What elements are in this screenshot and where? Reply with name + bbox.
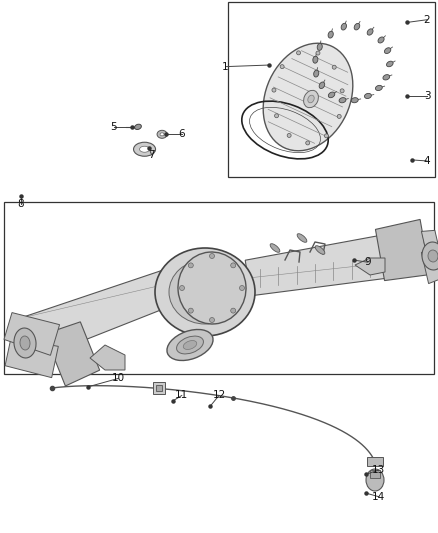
Ellipse shape	[308, 95, 314, 103]
Polygon shape	[90, 345, 125, 370]
Ellipse shape	[155, 248, 255, 336]
Ellipse shape	[134, 142, 155, 156]
Polygon shape	[22, 268, 181, 359]
Bar	[228, 2, 435, 177]
Ellipse shape	[280, 64, 284, 69]
Text: 8: 8	[18, 199, 25, 208]
Ellipse shape	[339, 98, 346, 103]
Ellipse shape	[332, 65, 336, 69]
Ellipse shape	[188, 308, 193, 313]
Ellipse shape	[134, 124, 141, 130]
Polygon shape	[355, 258, 385, 275]
Ellipse shape	[385, 48, 391, 53]
Text: 11: 11	[175, 391, 188, 400]
Ellipse shape	[337, 115, 341, 118]
Polygon shape	[421, 252, 438, 284]
Ellipse shape	[422, 242, 438, 270]
Ellipse shape	[304, 90, 318, 108]
Ellipse shape	[367, 29, 373, 35]
Text: 12: 12	[212, 391, 226, 400]
Polygon shape	[45, 322, 100, 386]
Ellipse shape	[183, 341, 197, 350]
Ellipse shape	[275, 114, 279, 118]
Ellipse shape	[313, 56, 318, 63]
Ellipse shape	[160, 133, 164, 136]
Ellipse shape	[188, 263, 193, 268]
Polygon shape	[4, 312, 60, 356]
Bar	[4, 202, 434, 374]
Ellipse shape	[316, 51, 320, 55]
Ellipse shape	[14, 328, 36, 358]
Ellipse shape	[354, 23, 360, 30]
Ellipse shape	[341, 23, 346, 30]
Text: 6: 6	[178, 130, 185, 139]
Ellipse shape	[375, 85, 382, 91]
Ellipse shape	[167, 329, 213, 360]
FancyBboxPatch shape	[367, 457, 383, 466]
Ellipse shape	[270, 244, 280, 252]
Ellipse shape	[317, 43, 322, 51]
Ellipse shape	[297, 233, 307, 243]
Ellipse shape	[209, 254, 215, 259]
Text: 2: 2	[424, 15, 431, 25]
Polygon shape	[5, 338, 58, 378]
Polygon shape	[375, 220, 430, 280]
Ellipse shape	[340, 89, 344, 93]
Ellipse shape	[272, 88, 276, 92]
Ellipse shape	[140, 146, 149, 152]
Ellipse shape	[428, 250, 438, 262]
Polygon shape	[421, 230, 438, 263]
Ellipse shape	[351, 98, 358, 103]
FancyBboxPatch shape	[370, 470, 380, 478]
Ellipse shape	[328, 31, 333, 38]
Ellipse shape	[297, 51, 300, 55]
Ellipse shape	[314, 70, 319, 77]
Ellipse shape	[319, 82, 325, 88]
Text: 3: 3	[424, 91, 431, 101]
Polygon shape	[245, 233, 399, 296]
Ellipse shape	[325, 134, 328, 138]
Ellipse shape	[169, 260, 241, 324]
Ellipse shape	[20, 336, 30, 350]
Text: 14: 14	[372, 492, 385, 502]
Text: 9: 9	[364, 257, 371, 267]
Ellipse shape	[183, 273, 227, 311]
Text: 5: 5	[110, 122, 117, 132]
Ellipse shape	[378, 37, 384, 43]
Ellipse shape	[328, 92, 335, 98]
Text: 7: 7	[148, 150, 155, 159]
Ellipse shape	[366, 469, 384, 491]
Ellipse shape	[209, 318, 215, 322]
Ellipse shape	[157, 130, 167, 139]
Ellipse shape	[315, 246, 325, 254]
Text: 4: 4	[424, 156, 431, 166]
Ellipse shape	[386, 61, 393, 67]
Ellipse shape	[231, 263, 236, 268]
Ellipse shape	[383, 75, 390, 80]
Ellipse shape	[180, 286, 184, 290]
Ellipse shape	[240, 286, 244, 290]
Text: 1: 1	[222, 62, 229, 71]
Ellipse shape	[306, 141, 310, 145]
Ellipse shape	[263, 43, 353, 151]
Ellipse shape	[364, 93, 371, 99]
Text: 13: 13	[372, 465, 385, 475]
Text: 10: 10	[112, 374, 125, 383]
Ellipse shape	[177, 336, 203, 354]
Ellipse shape	[178, 252, 246, 324]
Ellipse shape	[231, 308, 236, 313]
FancyBboxPatch shape	[153, 383, 166, 394]
Ellipse shape	[287, 133, 291, 138]
